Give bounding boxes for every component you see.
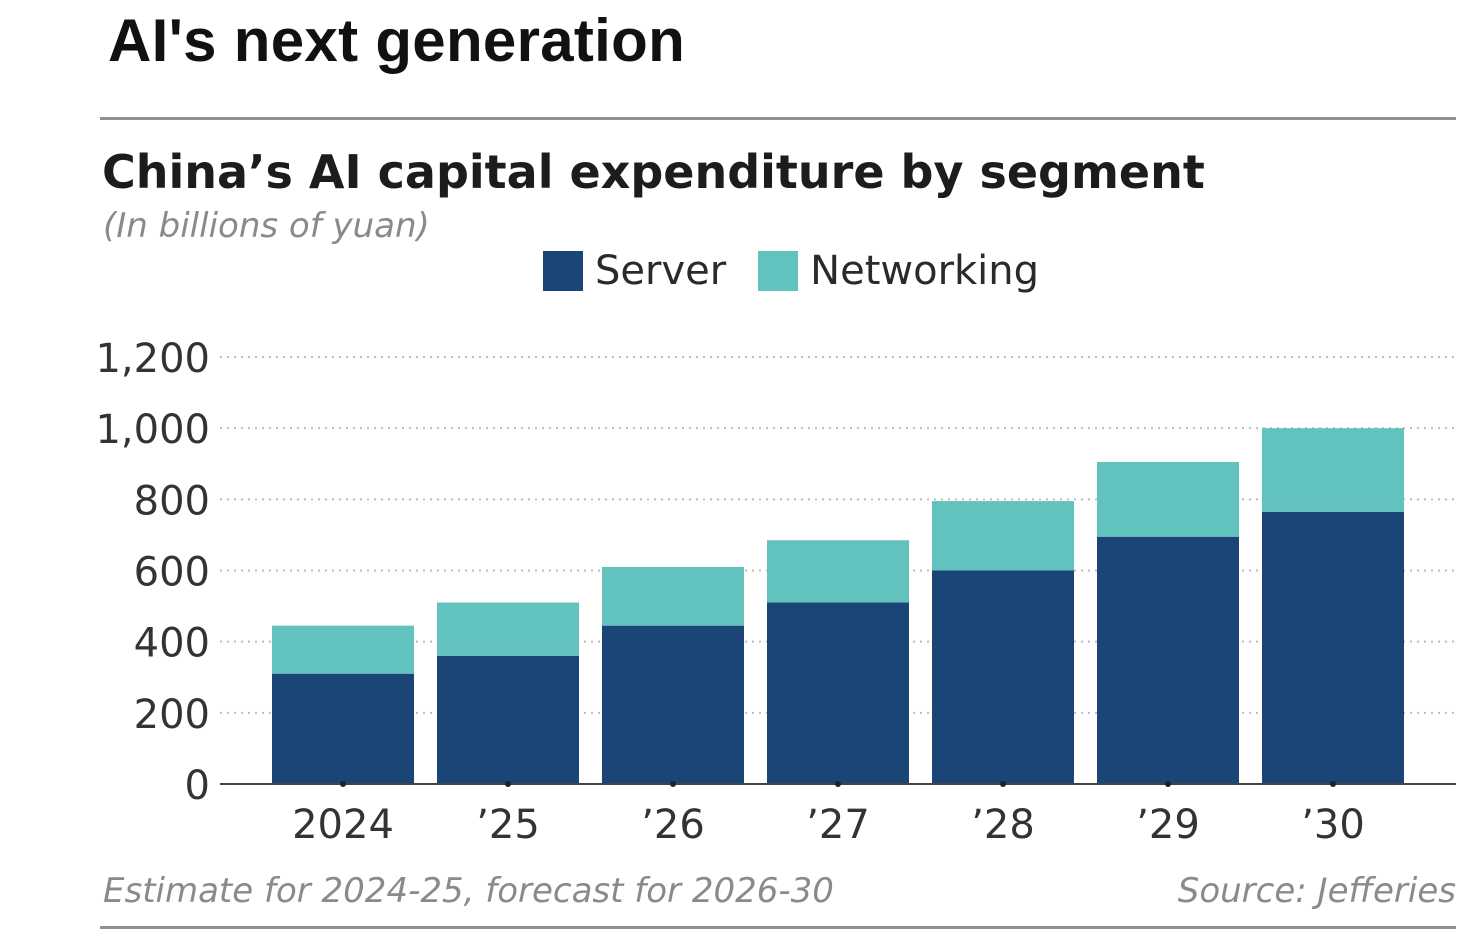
x-tick-mark	[835, 781, 841, 787]
x-tick-mark	[340, 781, 346, 787]
x-tick-mark	[505, 781, 511, 787]
x-tick-mark	[1165, 781, 1171, 787]
legend-swatch-networking	[758, 251, 799, 291]
x-tick-label: ’28	[971, 802, 1035, 848]
x-tick-mark	[1000, 781, 1006, 787]
x-tick-mark	[670, 781, 676, 787]
bar-server	[272, 673, 414, 784]
x-tick-label: ’25	[476, 802, 540, 848]
x-tick-label: ’26	[641, 802, 705, 848]
x-tick-label: ’29	[1136, 802, 1200, 848]
chart-subtitle: (In billions of yuan)	[103, 206, 430, 246]
bottom-divider	[100, 926, 1456, 929]
bar-server	[932, 570, 1074, 784]
bar-networking	[1262, 428, 1404, 512]
legend-item-networking: Networking	[758, 248, 1039, 294]
page-headline: AI's next generation	[108, 7, 686, 74]
chart-footnote: Estimate for 2024-25, forecast for 2026-…	[103, 871, 834, 911]
legend-label-networking: Networking	[810, 248, 1040, 294]
y-tick-label: 800	[134, 478, 210, 524]
y-tick-label: 1,200	[95, 336, 210, 382]
bar-server	[1262, 511, 1404, 784]
bar-server	[437, 655, 579, 784]
bar-networking	[1097, 461, 1239, 537]
legend-label-server: Server	[595, 248, 727, 294]
chart-legend: Server Networking	[543, 248, 1071, 294]
bar-networking	[767, 540, 909, 603]
x-tick-mark	[1330, 781, 1336, 787]
top-divider	[100, 117, 1456, 120]
chart-source: Source: Jefferies	[1177, 871, 1456, 911]
bar-server	[602, 625, 744, 784]
bar-networking	[272, 625, 414, 674]
x-tick-label: 2024	[292, 802, 394, 848]
y-tick-label: 200	[134, 692, 210, 738]
y-tick-label: 600	[134, 550, 210, 596]
bar-networking	[932, 501, 1074, 571]
bar-networking	[602, 566, 744, 626]
bar-networking	[437, 602, 579, 656]
chart-title: China’s AI capital expenditure by segmen…	[102, 145, 1205, 199]
y-tick-label: 1,000	[95, 407, 210, 453]
x-tick-label: ’30	[1301, 802, 1365, 848]
x-tick-label: ’27	[806, 802, 870, 848]
y-tick-label: 400	[134, 621, 210, 667]
bar-server	[1097, 536, 1239, 784]
legend-item-server: Server	[543, 248, 726, 294]
bar-server	[767, 602, 909, 784]
y-tick-label: 0	[185, 763, 210, 809]
legend-swatch-server	[543, 251, 583, 291]
